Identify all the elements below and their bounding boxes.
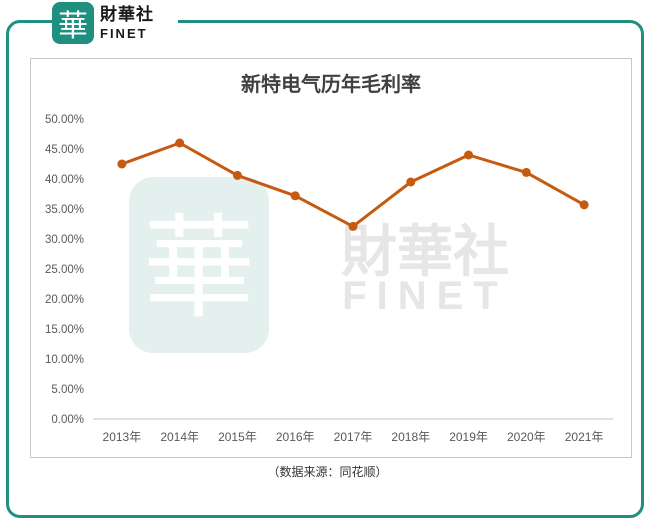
y-tick-label: 0.00% <box>51 414 84 426</box>
y-tick-label: 50.00% <box>45 114 84 126</box>
data-point <box>579 200 589 210</box>
watermark: 華 財華社 FINET <box>129 177 509 353</box>
x-axis-ticks: 2013年 2014年 2015年 2016年 2017年 2018年 2019年 2020年… <box>103 430 604 444</box>
data-point <box>348 221 358 231</box>
y-axis-ticks: 0.00% 5.00% 10.00% 15.00% 20.00% 25.00% 30.00%… <box>45 114 84 426</box>
data-point <box>464 150 474 160</box>
data-point <box>406 177 416 187</box>
y-tick-label: 45.00% <box>45 144 84 156</box>
brand-badge-icon: 華 <box>52 2 94 44</box>
brand-logo: 華 財華社 FINET <box>52 0 178 46</box>
data-point <box>521 167 531 177</box>
x-tick-label: 2020年 <box>507 430 546 444</box>
y-tick-label: 20.00% <box>45 294 84 306</box>
x-tick-label: 2015年 <box>218 430 257 444</box>
data-point <box>290 191 300 201</box>
y-tick-label: 5.00% <box>51 384 84 396</box>
y-tick-label: 35.00% <box>45 204 84 216</box>
y-tick-label: 15.00% <box>45 324 84 336</box>
y-tick-label: 25.00% <box>45 264 84 276</box>
watermark-name-cn: 財華社 <box>341 220 509 283</box>
line-chart: 華 財華社 FINET 新特电气历年毛利率 0.00% 5.00% 10.00% 15… <box>45 72 613 444</box>
x-tick-label: 2013年 <box>103 430 142 444</box>
chart-title: 新特电气历年毛利率 <box>241 72 421 96</box>
data-point <box>175 138 185 148</box>
x-tick-label: 2014年 <box>160 430 199 444</box>
y-tick-label: 10.00% <box>45 354 84 366</box>
series-points <box>117 138 589 231</box>
data-point <box>117 159 127 169</box>
x-tick-label: 2017年 <box>334 430 373 444</box>
chart-area: 華 財華社 FINET 新特电气历年毛利率 0.00% 5.00% 10.00% 15… <box>30 58 632 458</box>
x-tick-label: 2016年 <box>276 430 315 444</box>
y-tick-label: 40.00% <box>45 174 84 186</box>
watermark-badge-char: 華 <box>143 206 255 331</box>
x-tick-label: 2018年 <box>391 430 430 444</box>
data-point <box>232 170 242 180</box>
data-source-caption: （数据来源：同花顺） <box>267 465 388 479</box>
brand-name-en: FINET <box>100 25 148 41</box>
x-tick-label: 2021年 <box>565 430 604 444</box>
brand-name-cn: 財華社 <box>100 4 154 25</box>
x-tick-label: 2019年 <box>449 430 488 444</box>
watermark-name-en: FINET <box>342 274 508 318</box>
watermark-badge <box>129 177 269 353</box>
brand-text: 財華社 FINET <box>100 4 154 41</box>
y-tick-label: 30.00% <box>45 234 84 246</box>
